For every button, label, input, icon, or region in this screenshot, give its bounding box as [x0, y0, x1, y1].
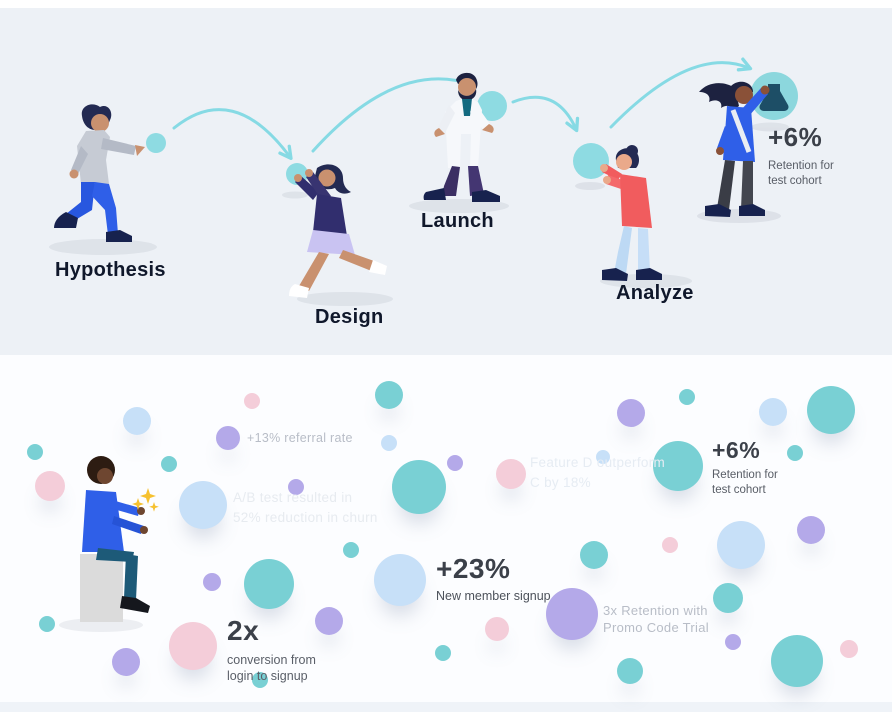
footer-strip: [0, 702, 892, 712]
stat-value: +23%: [436, 553, 511, 584]
note-feature-test: Feature D outperform C by 18%: [530, 453, 665, 493]
bubble: [27, 444, 43, 460]
bubble: [771, 635, 823, 687]
stat-value: +6%: [768, 122, 823, 152]
conversion-stat: 2x conversion from login to signup: [227, 615, 316, 684]
bubble: [315, 607, 343, 635]
pedestal-block: [80, 554, 123, 622]
step-label-launch: Launch: [421, 210, 494, 232]
bubble: [203, 573, 221, 591]
stat-caption: conversion from login to signup: [227, 652, 316, 684]
bubble: [252, 672, 268, 688]
bubble: [725, 634, 741, 650]
bubble: [617, 399, 645, 427]
step-label-design: Design: [315, 306, 384, 328]
bubble: [840, 640, 858, 658]
stat-value: 2x: [227, 615, 260, 646]
stat-caption-line: test cohort: [712, 483, 766, 496]
bubble: [679, 389, 695, 405]
stat-caption: Retention for test cohort: [768, 159, 834, 189]
signup-stat: +23% New member signup: [436, 553, 551, 603]
stat-caption-line: Retention for: [768, 160, 834, 172]
note-promo-code: 3x Retention with Promo Code Trial: [603, 602, 709, 636]
bubble: [112, 648, 140, 676]
top-result-stat: +6% Retention for test cohort: [768, 122, 834, 189]
person-design-illustration: [289, 164, 387, 298]
note-line: A/B test resulted in: [233, 490, 353, 505]
note-line: C by 18%: [530, 475, 591, 490]
bubble: [216, 426, 240, 450]
stat-caption-line: Retention for: [712, 469, 778, 481]
bubble: [123, 407, 151, 435]
note-ab-test: A/B test resulted in 52% reduction in ch…: [233, 488, 378, 528]
person-hypothesis-illustration: [54, 104, 145, 242]
person-analyze-illustration: [600, 145, 662, 281]
bubble: [546, 588, 598, 640]
bubble: [580, 541, 608, 569]
bubble: [713, 583, 743, 613]
bubble: [39, 616, 55, 632]
note-line: Feature D outperform: [530, 455, 666, 470]
bubble: [662, 537, 678, 553]
note-line: 52% reduction in churn: [233, 510, 378, 525]
bubble: [288, 479, 304, 495]
stat-caption-line: New member signup: [436, 589, 551, 603]
bubble: [169, 622, 217, 670]
stat-caption: New member signup: [436, 589, 551, 603]
bubble: [485, 617, 509, 641]
bubble: [161, 456, 177, 472]
bubble: [374, 554, 426, 606]
bubble: [343, 542, 359, 558]
bubble: [35, 471, 65, 501]
sparkle-icon: [132, 488, 159, 512]
stat-caption-line: login to signup: [227, 669, 308, 683]
bubble: [807, 386, 855, 434]
bubble: [787, 445, 803, 461]
bubble: [435, 645, 451, 661]
stat-caption-line: conversion from: [227, 653, 316, 667]
stat-caption: Retention for test cohort: [712, 468, 778, 497]
note-line: 3x Retention with: [603, 603, 708, 618]
bubble: [179, 481, 227, 529]
bubble: [797, 516, 825, 544]
bubble: [617, 658, 643, 684]
bubble: [244, 393, 260, 409]
step-label-analyze: Analyze: [616, 282, 694, 304]
bubble: [653, 441, 703, 491]
person-launch-illustration: [423, 72, 500, 202]
bubble: [392, 460, 446, 514]
bubble: [381, 435, 397, 451]
bubble: [447, 455, 463, 471]
stat-caption-line: test cohort: [768, 175, 822, 187]
bubble: [496, 459, 526, 489]
note-referral-rate: +13% referral rate: [247, 431, 353, 445]
bubble: [596, 450, 610, 464]
step-label-hypothesis: Hypothesis: [55, 259, 166, 281]
retention-stat: +6% Retention for test cohort: [712, 437, 778, 497]
bubble: [375, 381, 403, 409]
note-line: Promo Code Trial: [603, 620, 709, 635]
bubble: [717, 521, 765, 569]
bubble: [759, 398, 787, 426]
person-sitting-illustration: [80, 456, 159, 622]
bubble: [244, 559, 294, 609]
stat-value: +6%: [712, 437, 761, 463]
